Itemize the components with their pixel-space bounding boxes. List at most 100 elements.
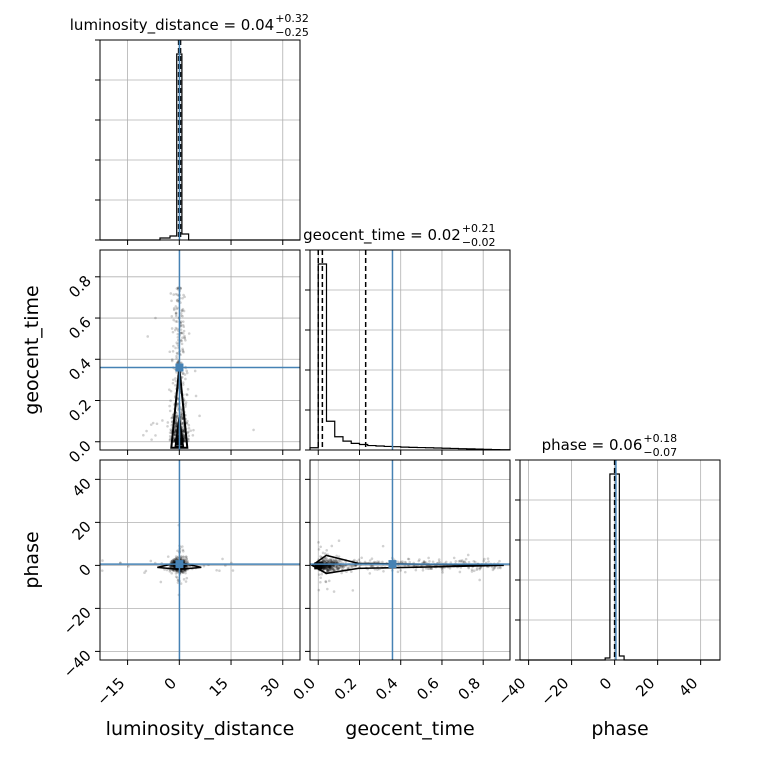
scatter-point	[176, 288, 180, 291]
scatter-point	[323, 560, 327, 564]
scatter-point	[186, 431, 190, 434]
scatter-point	[180, 309, 184, 313]
scatter-point	[186, 559, 189, 563]
scatter-point	[172, 558, 176, 561]
scatter-point	[430, 567, 433, 570]
scatter-point	[173, 559, 176, 563]
scatter-point	[169, 560, 173, 563]
scatter-point	[324, 559, 328, 562]
scatter-point	[321, 559, 325, 562]
scatter-point	[322, 561, 326, 564]
scatter-point	[331, 557, 335, 561]
scatter-point	[181, 569, 184, 573]
panel-title: geocent_time = 0.02	[303, 226, 461, 245]
x-tick-label: 0.8	[454, 674, 484, 704]
scatter-point	[458, 570, 462, 574]
scatter-point	[478, 578, 481, 582]
scatter-point	[329, 560, 333, 564]
scatter-point	[376, 560, 379, 564]
x-tick-label: 0.2	[331, 674, 361, 704]
scatter-point	[184, 565, 188, 569]
scatter-point	[428, 560, 431, 563]
scatter-point	[182, 555, 186, 559]
scatter-point	[176, 571, 179, 574]
scatter-point	[174, 320, 178, 323]
grid-lines	[100, 460, 300, 660]
scatter-point	[418, 558, 421, 561]
scatter-point	[323, 566, 327, 570]
scatter-point	[325, 564, 328, 568]
scatter-point	[187, 423, 191, 427]
scatter-point	[172, 293, 176, 296]
scatter-point	[175, 414, 179, 418]
scatter-point	[179, 415, 183, 419]
title-minus: −0.07	[643, 446, 677, 459]
scatter-point	[317, 548, 321, 551]
scatter-point	[176, 352, 179, 355]
scatter-point	[327, 559, 331, 563]
scatter-point	[478, 566, 482, 570]
scatter-point	[440, 567, 444, 570]
scatter-point	[181, 348, 185, 352]
scatter-point	[170, 559, 174, 563]
scatter-point	[331, 567, 334, 571]
scatter-point	[170, 560, 173, 564]
scatter-point	[176, 403, 180, 406]
scatter-point	[181, 383, 185, 386]
scatter-point	[428, 567, 431, 571]
scatter-point	[173, 558, 176, 562]
scatter-point	[328, 565, 332, 568]
scatter-point	[184, 569, 187, 572]
scatter-point	[351, 564, 355, 568]
scatter-point	[454, 559, 458, 563]
scatter-point	[183, 336, 187, 340]
scatter-point	[176, 335, 180, 339]
scatter-point	[472, 569, 476, 573]
scatter-point	[179, 557, 183, 561]
scatter-point	[169, 565, 173, 568]
scatter-point	[332, 590, 336, 593]
scatter-point	[328, 565, 332, 569]
scatter-point	[182, 429, 186, 433]
scatter-point	[184, 571, 187, 575]
scatter-point	[172, 559, 176, 563]
scatter-point	[407, 557, 411, 561]
scatter-point	[461, 560, 465, 564]
scatter-point	[493, 566, 496, 570]
scatter-point	[184, 403, 188, 406]
scatter-point	[334, 559, 338, 562]
scatter-point	[151, 421, 155, 425]
scatter-point	[332, 564, 336, 568]
scatter-point	[174, 311, 178, 315]
scatter-point	[408, 560, 412, 564]
scatter-point	[168, 565, 172, 568]
scatter-point	[171, 559, 174, 563]
scatter-point	[319, 580, 322, 584]
y-tick-label: 0.6	[65, 313, 95, 343]
scatter-point	[181, 417, 184, 421]
scatter-point	[350, 570, 353, 574]
scatter-point	[340, 571, 343, 575]
scatter-point	[467, 560, 471, 564]
scatter-point	[498, 559, 501, 563]
scatter-point	[154, 434, 157, 437]
scatter-point	[174, 557, 178, 560]
scatter-point	[231, 569, 235, 572]
scatter-point	[330, 560, 334, 564]
scatter-point	[328, 564, 331, 568]
scatter-point	[169, 428, 172, 431]
scatter-point	[172, 344, 175, 348]
scatter-point	[332, 565, 336, 569]
scatter-point	[174, 555, 178, 558]
scatter-point	[182, 430, 186, 434]
scatter-point	[185, 393, 189, 397]
scatter-point	[181, 350, 185, 353]
scatter-point	[323, 565, 326, 568]
scatter-point	[174, 575, 178, 578]
grid-lines	[100, 250, 300, 450]
scatter-point	[326, 568, 330, 572]
scatter-point	[170, 565, 174, 568]
scatter-point	[179, 324, 183, 328]
scatter-point	[321, 551, 325, 555]
scatter-point	[344, 560, 347, 564]
